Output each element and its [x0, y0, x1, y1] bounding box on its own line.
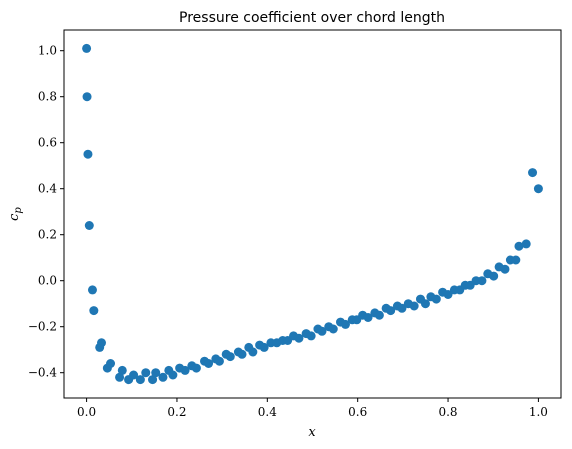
x-tick-label: 0.0 — [77, 405, 96, 419]
data-point — [340, 319, 350, 329]
data-point — [420, 299, 430, 309]
data-point — [477, 276, 487, 286]
data-point — [431, 294, 441, 304]
data-point — [180, 365, 190, 375]
x-tick-label: 0.6 — [348, 405, 367, 419]
y-axis-label-main: c — [7, 213, 22, 221]
data-point — [259, 342, 269, 352]
data-point — [83, 149, 93, 159]
data-point — [489, 271, 499, 281]
data-point — [328, 324, 338, 334]
data-point — [386, 306, 396, 316]
x-axis: 0.0 0.2 0.4 0.6 0.8 1.0 — [77, 398, 548, 419]
data-point — [409, 301, 419, 311]
data-point — [514, 241, 524, 251]
x-tick-label: 1.0 — [529, 405, 548, 419]
y-tick-label: −0.4 — [28, 366, 58, 380]
y-axis: −0.4 −0.2 0.0 0.2 0.4 0.6 0.8 1.0 — [28, 44, 64, 380]
data-point — [363, 313, 373, 322]
y-axis-label-subscript: p — [13, 207, 24, 214]
y-tick-label: 0.8 — [38, 90, 57, 104]
data-point — [317, 326, 327, 336]
data-point — [115, 372, 125, 382]
data-point — [129, 370, 139, 380]
data-point — [89, 306, 99, 316]
data-point — [443, 290, 453, 299]
data-point — [135, 375, 145, 385]
y-tick-label: 0.2 — [38, 228, 57, 242]
x-tick-label: 0.4 — [258, 405, 277, 419]
data-point — [151, 368, 161, 378]
scatter-series — [82, 43, 543, 385]
data-point — [117, 365, 127, 375]
data-point — [82, 43, 92, 53]
data-point — [533, 184, 543, 194]
data-point — [521, 239, 531, 249]
data-point — [87, 285, 97, 295]
x-axis-label: x — [308, 425, 316, 440]
data-point — [106, 359, 116, 368]
y-tick-label: −0.2 — [28, 320, 57, 334]
chart-title: Pressure coefficient over chord length — [179, 10, 445, 26]
data-point — [374, 310, 384, 320]
y-tick-label: 0.4 — [38, 182, 57, 196]
data-point — [191, 363, 201, 373]
data-point — [528, 168, 538, 178]
x-tick-label: 0.8 — [438, 405, 457, 419]
y-tick-label: 0.6 — [38, 136, 57, 150]
data-point — [397, 303, 407, 313]
y-tick-label: 0.0 — [38, 274, 57, 288]
data-point — [306, 331, 316, 341]
data-point — [225, 352, 235, 362]
data-point — [84, 221, 94, 230]
data-point — [248, 347, 258, 357]
data-point — [237, 349, 247, 359]
data-point — [158, 372, 168, 382]
x-tick-label: 0.2 — [167, 405, 186, 419]
data-point — [500, 264, 510, 274]
plot-frame — [63, 29, 562, 399]
data-point — [168, 370, 178, 380]
data-point — [511, 255, 521, 265]
data-point — [82, 92, 92, 102]
data-point — [97, 338, 107, 348]
data-point — [214, 356, 224, 366]
data-point — [204, 359, 214, 368]
data-point — [148, 375, 158, 385]
data-point — [294, 333, 304, 343]
y-axis-label: cp — [7, 207, 24, 221]
y-tick-label: 1.0 — [38, 44, 57, 58]
data-point — [141, 368, 151, 378]
